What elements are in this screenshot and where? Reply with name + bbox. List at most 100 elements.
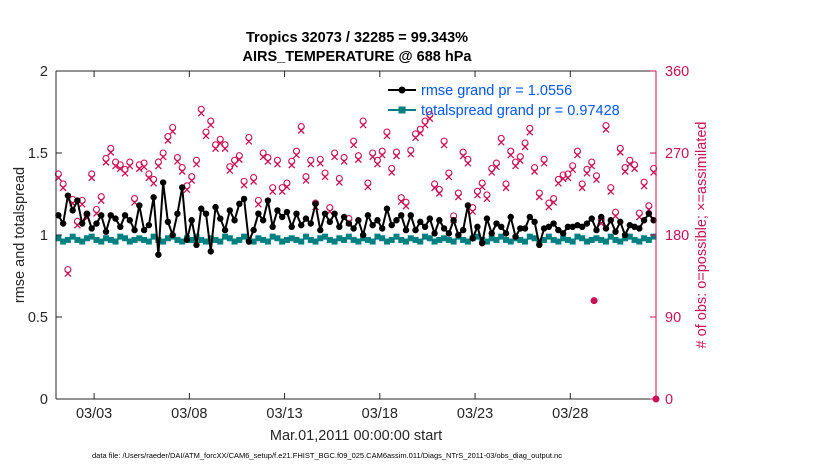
y-axis-left-label: rmse and totalspread bbox=[12, 167, 28, 303]
totalspread-point bbox=[412, 236, 419, 243]
rmse-point bbox=[107, 212, 114, 219]
x-tick-label: 03/23 bbox=[457, 406, 493, 422]
totalspread-point bbox=[250, 238, 257, 245]
obs-assimilated-point bbox=[269, 188, 277, 195]
rmse-point bbox=[145, 221, 153, 229]
rmse-point bbox=[259, 217, 267, 224]
totalspread-point bbox=[636, 238, 643, 245]
rmse-point bbox=[112, 215, 119, 222]
totalspread-point bbox=[507, 238, 514, 245]
rmse-point bbox=[264, 197, 272, 204]
rmse-point bbox=[193, 241, 200, 249]
rmse-point bbox=[517, 225, 524, 232]
rmse-point bbox=[131, 226, 138, 234]
rmse-point bbox=[307, 220, 314, 227]
rmse-point bbox=[317, 226, 324, 234]
obs-assimilated-point bbox=[521, 143, 529, 151]
obs-assimilated-point bbox=[550, 199, 558, 206]
rmse-point bbox=[393, 217, 400, 224]
rmse-point bbox=[364, 212, 372, 219]
obs-assimilated-point bbox=[569, 166, 577, 174]
totalspread-point bbox=[122, 235, 129, 242]
totalspread-point bbox=[574, 233, 581, 240]
rmse-point bbox=[312, 200, 319, 208]
y-tick-right-label: 0 bbox=[665, 392, 673, 408]
totalspread-point bbox=[593, 235, 600, 242]
rmse-point bbox=[288, 223, 295, 230]
rmse-point bbox=[345, 220, 353, 227]
rmse-point bbox=[298, 221, 305, 229]
rmse-point bbox=[531, 218, 538, 226]
rmse-point bbox=[578, 223, 586, 230]
obs-assimilated-point bbox=[583, 169, 591, 177]
obs-assimilated-point bbox=[378, 151, 386, 159]
totalspread-point bbox=[164, 235, 171, 242]
rmse-point bbox=[536, 241, 543, 249]
rmse-point bbox=[555, 226, 562, 234]
y-axis-right-label: # of obs: o=possible; ×=assimilated bbox=[694, 122, 710, 349]
legend-spread-marker bbox=[398, 106, 406, 114]
rmse-point bbox=[350, 225, 357, 232]
rmse-point bbox=[283, 208, 291, 216]
obs-assimilated-point bbox=[383, 132, 391, 140]
rmse-point bbox=[431, 230, 438, 237]
rmse-point bbox=[359, 231, 367, 239]
totalspread-point bbox=[450, 238, 457, 245]
obs-assimilated-point bbox=[388, 168, 396, 176]
obs-assimilated-point bbox=[164, 137, 172, 144]
obs-assimilated-point bbox=[188, 177, 196, 185]
totalspread-point bbox=[222, 233, 229, 240]
totalspread-point bbox=[126, 238, 133, 245]
obs-assimilated-point bbox=[531, 168, 539, 175]
y-ticks-left: 0 0.5 1 1.5 2 bbox=[28, 64, 62, 408]
rmse-point bbox=[231, 217, 238, 224]
totalspread-point bbox=[364, 236, 371, 243]
obs-assimilated-point bbox=[464, 159, 472, 167]
obs-assimilated-point bbox=[393, 152, 400, 160]
totalspread-point bbox=[103, 235, 109, 242]
rmse-point bbox=[355, 217, 362, 224]
obs-assimilated-point bbox=[473, 191, 481, 199]
obs-assimilated-point bbox=[221, 145, 229, 153]
totalspread-point bbox=[398, 236, 405, 243]
obs-extra-point bbox=[590, 297, 598, 305]
rmse-point bbox=[383, 205, 391, 212]
rmse-point bbox=[93, 220, 100, 227]
x-axis-label: Mar.01,2011 00:00:00 start bbox=[270, 428, 442, 444]
obs-assimilated-point bbox=[416, 129, 424, 137]
totalspread-point bbox=[141, 236, 148, 243]
rmse-point bbox=[617, 218, 624, 226]
rmse-point bbox=[255, 210, 262, 217]
totalspread-point bbox=[207, 235, 214, 242]
obs-assimilated-point bbox=[640, 182, 648, 190]
totalspread-point bbox=[188, 236, 195, 243]
rmse-point bbox=[507, 213, 514, 221]
totalspread-point bbox=[460, 236, 467, 243]
legend-rmse-label: rmse grand pr = 1.0556 bbox=[421, 83, 572, 99]
rmse-point bbox=[274, 207, 281, 214]
chart-title-line2: AIRS_TEMPERATURE @ 688 hPa bbox=[242, 49, 472, 65]
rmse-point bbox=[245, 238, 253, 245]
rmse-point bbox=[474, 223, 481, 230]
rmse-point bbox=[226, 207, 234, 214]
totalspread-point bbox=[69, 233, 76, 240]
obs-assimilated-point bbox=[616, 148, 624, 156]
y-tick-left-label: 0 bbox=[40, 392, 48, 408]
obs-assimilated-point bbox=[340, 158, 348, 165]
rmse-point bbox=[236, 200, 243, 208]
totalspread-point bbox=[93, 236, 100, 243]
totalspread-point bbox=[645, 236, 652, 243]
rmse-point bbox=[612, 228, 619, 235]
rmse-point bbox=[331, 210, 338, 217]
totalspread-point bbox=[179, 238, 186, 245]
x-tick-label: 03/08 bbox=[171, 406, 207, 422]
totalspread-point bbox=[326, 236, 333, 243]
totalspread-point bbox=[64, 236, 71, 243]
totalspread-point bbox=[260, 236, 267, 243]
totalspread-point bbox=[617, 238, 624, 245]
totalspread-point bbox=[603, 238, 609, 245]
obs-assimilated-point bbox=[150, 179, 158, 187]
totalspread-point bbox=[217, 238, 224, 245]
rmse-point bbox=[426, 215, 434, 222]
rmse-point bbox=[607, 217, 614, 224]
